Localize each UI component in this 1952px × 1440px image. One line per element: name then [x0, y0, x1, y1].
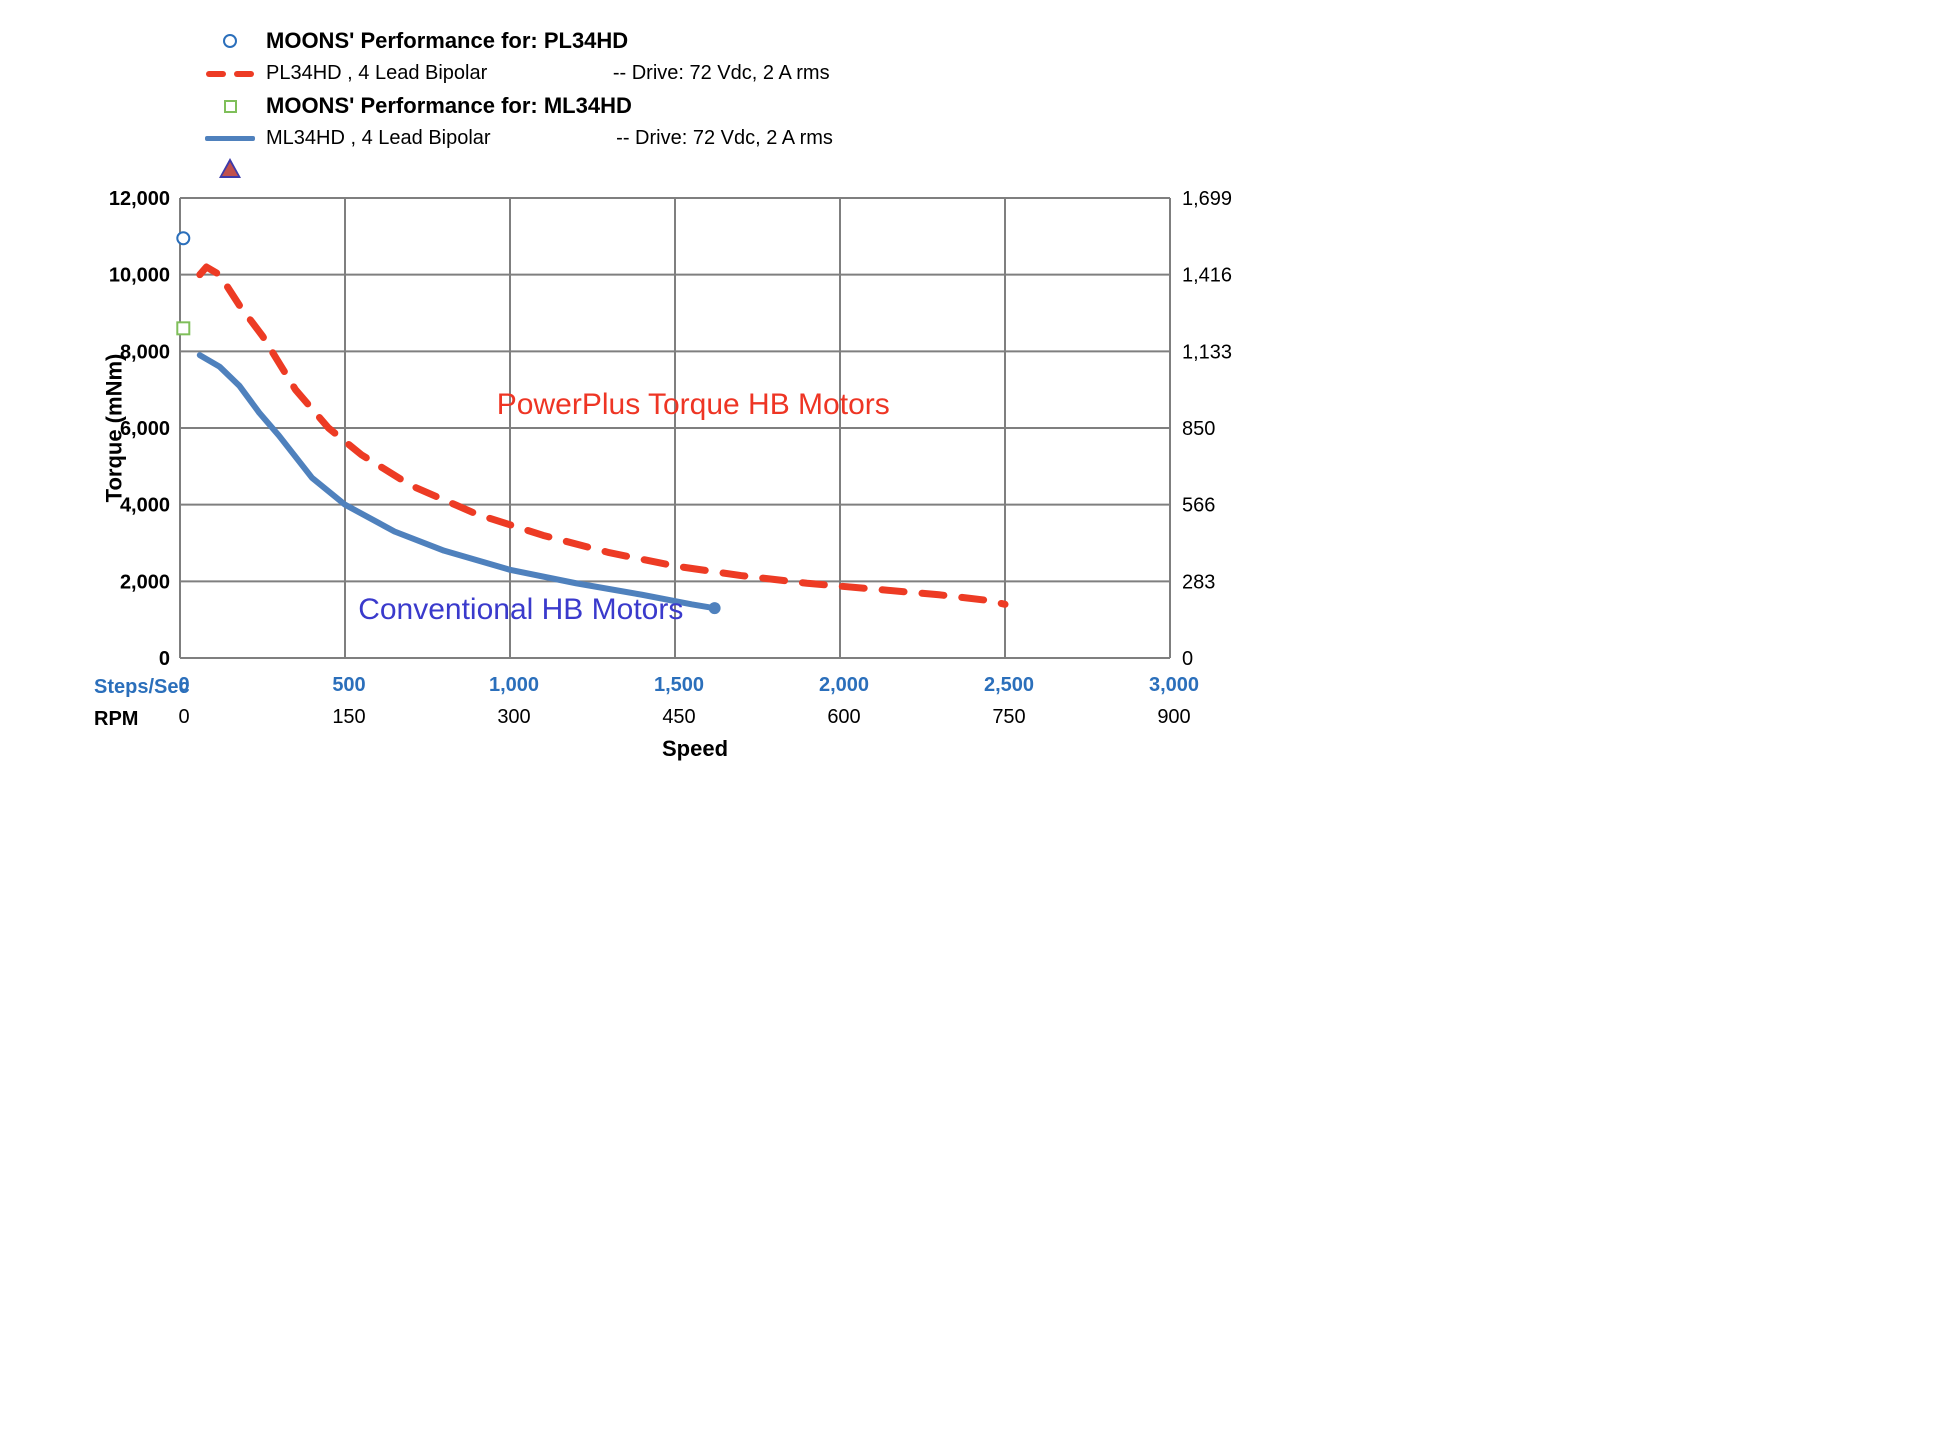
legend-model-2: ML34HD: [266, 127, 345, 149]
svg-text:0: 0: [159, 648, 170, 668]
x-axes: Steps/Sec 05001,0001,5002,0002,5003,000 …: [90, 674, 1300, 732]
axis-steps-ticks: 0 500 1,000 1,500 2,000 2,500 3,000: [94, 674, 1300, 700]
svg-text:10,000: 10,000: [109, 265, 170, 287]
axis-rpm-ticks: 0 150 300 450 600 750 900: [94, 706, 1300, 732]
square-open-icon: [200, 100, 260, 113]
axis-tick: 500: [332, 674, 365, 697]
legend-config-2: , 4 Lead Bipolar: [350, 127, 490, 149]
y-axis-label: Torque (mNm): [101, 354, 127, 503]
dash-red-icon: [200, 71, 260, 77]
svg-text:0: 0: [1182, 648, 1193, 668]
solid-blue-icon: [200, 136, 260, 141]
legend: MOONS' Performance for: PL34HD PL34HD , …: [200, 28, 1300, 178]
legend-model-1: PL34HD: [266, 62, 342, 84]
legend-title-2: MOONS' Performance for: ML34HD: [266, 93, 632, 119]
axis-steps: Steps/Sec 05001,0001,5002,0002,5003,000: [90, 674, 1300, 700]
axis-tick: 300: [497, 706, 530, 729]
svg-text:2,000: 2,000: [120, 571, 170, 593]
legend-series-2: ML34HD , 4 Lead Bipolar -- Drive: 72 Vdc…: [266, 127, 833, 150]
svg-text:283: 283: [1182, 571, 1215, 593]
legend-drive-1: -- Drive: 72 Vdc, 2 A rms: [613, 62, 830, 84]
axis-tick: 150: [332, 706, 365, 729]
svg-text:12,000: 12,000: [109, 188, 170, 210]
axis-tick: 900: [1157, 706, 1190, 729]
legend-title-1: MOONS' Performance for: PL34HD: [266, 28, 628, 54]
axis-tick: 3,000: [1149, 674, 1199, 697]
axis-tick: 2,000: [819, 674, 869, 697]
chart-annotation: Conventional HB Motors: [358, 593, 683, 626]
axis-tick: 0: [178, 706, 189, 729]
axis-tick: 600: [827, 706, 860, 729]
triangle-icon: [200, 158, 260, 178]
x-axis-title: Speed: [90, 736, 1300, 762]
axis-tick: 1,500: [654, 674, 704, 697]
chart-container: MOONS' Performance for: PL34HD PL34HD , …: [20, 28, 1300, 762]
legend-series-1: PL34HD , 4 Lead Bipolar -- Drive: 72 Vdc…: [266, 62, 830, 85]
axis-tick: 750: [992, 706, 1025, 729]
plot-area: Torque (mNm) 0 2,000 4,000 6,000 8,000 10,000…: [90, 188, 1300, 668]
svg-text:6,000: 6,000: [120, 418, 170, 440]
legend-row-4: ML34HD , 4 Lead Bipolar -- Drive: 72 Vdc…: [200, 127, 1300, 150]
svg-text:566: 566: [1182, 495, 1215, 517]
axis-tick: 0: [178, 674, 189, 697]
legend-row-3: MOONS' Performance for: ML34HD: [200, 93, 1300, 119]
chart-annotation: PowerPlus Torque HB Motors: [497, 388, 890, 421]
svg-text:4,000: 4,000: [120, 495, 170, 517]
axis-tick: 2,500: [984, 674, 1034, 697]
legend-drive-2: -- Drive: 72 Vdc, 2 A rms: [616, 127, 833, 149]
svg-text:8,000: 8,000: [120, 341, 170, 363]
chart-svg: 0 2,000 4,000 6,000 8,000 10,000 12,000 0 283 566…: [90, 188, 1250, 668]
legend-row-5: [200, 158, 1300, 178]
axis-tick: 450: [662, 706, 695, 729]
axis-tick: 1,000: [489, 674, 539, 697]
circle-open-icon: [200, 34, 260, 48]
svg-text:850: 850: [1182, 418, 1215, 440]
svg-text:1,133: 1,133: [1182, 341, 1232, 363]
svg-text:1,699: 1,699: [1182, 188, 1232, 210]
legend-row-1: MOONS' Performance for: PL34HD: [200, 28, 1300, 54]
svg-text:1,416: 1,416: [1182, 265, 1232, 287]
axis-rpm: RPM 0150300450600750900: [90, 706, 1300, 732]
legend-row-2: PL34HD , 4 Lead Bipolar -- Drive: 72 Vdc…: [200, 62, 1300, 85]
legend-config-1: , 4 Lead Bipolar: [347, 62, 487, 84]
